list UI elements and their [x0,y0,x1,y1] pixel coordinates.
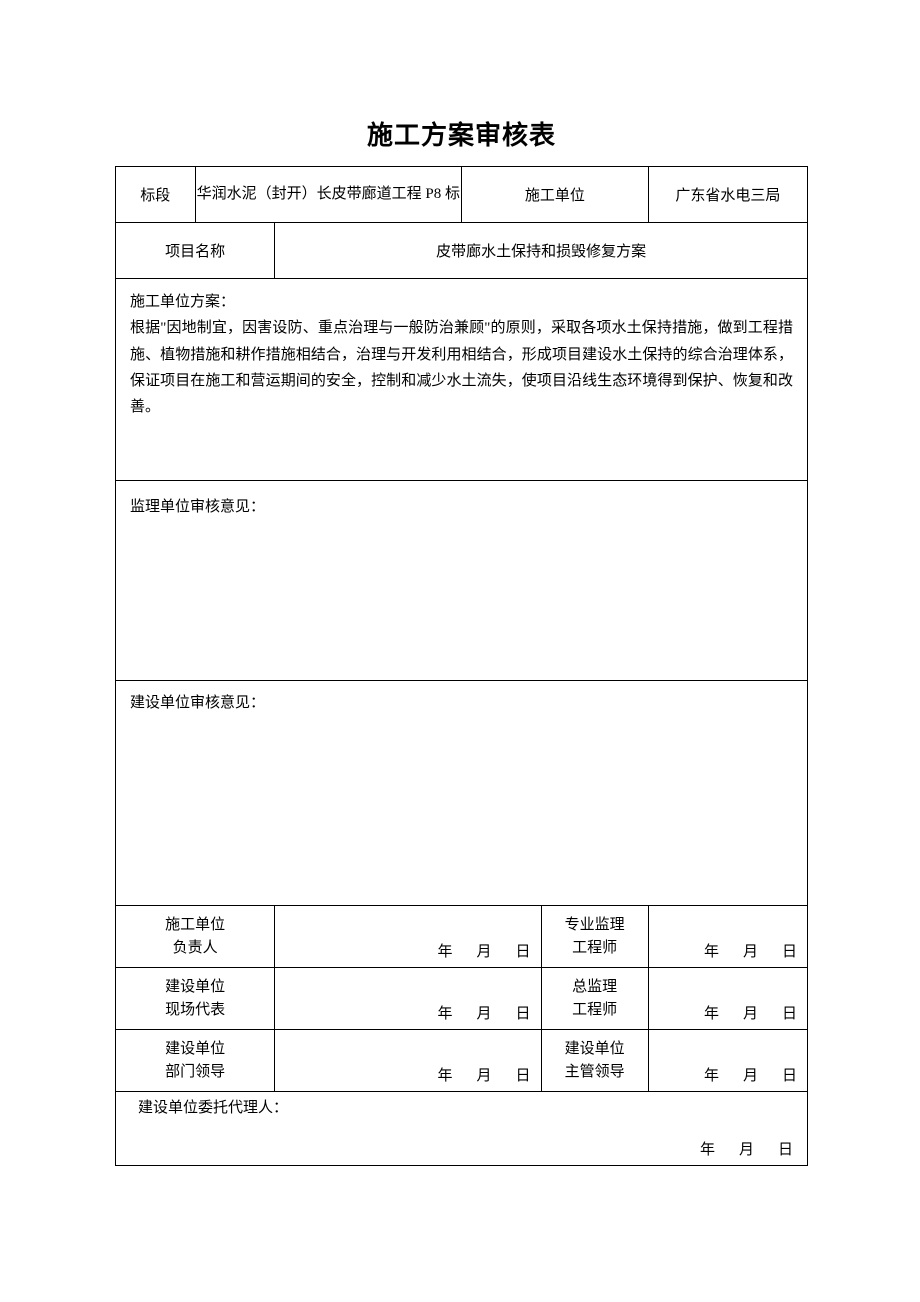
sig-owner-supervisor-leader-label: 建设单位 主管领导 [541,1030,648,1092]
date-year: 年 [704,940,719,961]
date-month: 月 [743,1002,758,1023]
sig-label-text: 主管领导 [565,1064,625,1080]
sig-label-text: 现场代表 [165,1002,225,1018]
header-row-2: 项目名称 皮带廊水土保持和损毁修复方案 [116,223,808,279]
signature-row-3: 建设单位 部门领导 年 月 日 建设单位 主管领导 年 月 日 [116,1030,808,1092]
agent-label: 建设单位委托代理人： [138,1100,288,1116]
sig-construction-leader-label: 施工单位 负责人 [116,906,275,968]
date-month: 月 [743,940,758,961]
plan-label: 施工单位方案： [130,289,793,315]
owner-opinion-label: 建设单位审核意见： [130,695,265,711]
date-day: 日 [782,940,797,961]
approval-table: 标段 华润水泥（封开）长皮带廊道工程 P8 标 施工单位 广东省水电三局 项目名… [115,166,808,1166]
date-month: 月 [739,1138,754,1159]
date-month: 月 [743,1064,758,1085]
date-day: 日 [516,1064,531,1085]
sig-label-text: 施工单位 [165,917,225,933]
agent-date: 年 月 日 [700,1138,793,1159]
section-value: 华润水泥（封开）长皮带廊道工程 P8 标 [195,167,461,223]
header-row-1: 标段 华润水泥（封开）长皮带廊道工程 P8 标 施工单位 广东省水电三局 [116,167,808,223]
sig-chief-supervisor-date: 年 月 日 [648,968,807,1030]
project-label: 项目名称 [116,223,275,279]
date-year: 年 [700,1138,715,1159]
sig-label-text: 建设单位 [165,1041,225,1057]
sig-label-text: 总监理 [572,979,617,995]
sig-label-text: 建设单位 [165,979,225,995]
sig-supervisor-engineer-date: 年 月 日 [648,906,807,968]
date-month: 月 [477,1002,492,1023]
page-title: 施工方案审核表 [115,115,808,152]
date-day: 日 [516,940,531,961]
signature-row-2: 建设单位 现场代表 年 月 日 总监理 工程师 年 月 日 [116,968,808,1030]
agent-cell: 建设单位委托代理人： 年 月 日 [116,1092,808,1166]
sig-label-text: 部门领导 [165,1064,225,1080]
unit-label: 施工单位 [461,167,648,223]
sig-label-text: 专业监理 [565,917,625,933]
date-month: 月 [477,940,492,961]
date-day: 日 [782,1064,797,1085]
sig-owner-supervisor-leader-date: 年 月 日 [648,1030,807,1092]
supervisor-opinion-row: 监理单位审核意见： [116,481,808,681]
signature-row-1: 施工单位 负责人 年 月 日 专业监理 工程师 年 月 日 [116,906,808,968]
unit-value: 广东省水电三局 [648,167,807,223]
project-value: 皮带廊水土保持和损毁修复方案 [275,223,808,279]
sig-owner-rep-date: 年 月 日 [275,968,541,1030]
plan-cell: 施工单位方案： 根据"因地制宜，因害设防、重点治理与一般防治兼顾"的原则，采取各… [116,279,808,481]
date-year: 年 [704,1064,719,1085]
sig-label-text: 工程师 [572,1002,617,1018]
supervisor-opinion-label: 监理单位审核意见： [130,499,265,515]
date-year: 年 [438,1064,453,1085]
supervisor-opinion-cell: 监理单位审核意见： [116,481,808,681]
date-day: 日 [778,1138,793,1159]
sig-label-text: 建设单位 [565,1041,625,1057]
sig-construction-leader-date: 年 月 日 [275,906,541,968]
date-day: 日 [782,1002,797,1023]
plan-row: 施工单位方案： 根据"因地制宜，因害设防、重点治理与一般防治兼顾"的原则，采取各… [116,279,808,481]
sig-chief-supervisor-label: 总监理 工程师 [541,968,648,1030]
owner-opinion-row: 建设单位审核意见： [116,681,808,906]
sig-supervisor-engineer-label: 专业监理 工程师 [541,906,648,968]
date-year: 年 [704,1002,719,1023]
date-year: 年 [438,940,453,961]
sig-owner-dept-leader-label: 建设单位 部门领导 [116,1030,275,1092]
sig-label-text: 负责人 [173,940,218,956]
agent-row: 建设单位委托代理人： 年 月 日 [116,1092,808,1166]
date-year: 年 [438,1002,453,1023]
owner-opinion-cell: 建设单位审核意见： [116,681,808,906]
sig-owner-rep-label: 建设单位 现场代表 [116,968,275,1030]
sig-owner-dept-leader-date: 年 月 日 [275,1030,541,1092]
date-month: 月 [477,1064,492,1085]
sig-label-text: 工程师 [572,940,617,956]
plan-body: 根据"因地制宜，因害设防、重点治理与一般防治兼顾"的原则，采取各项水土保持措施，… [130,320,793,415]
section-label: 标段 [116,167,196,223]
date-day: 日 [516,1002,531,1023]
